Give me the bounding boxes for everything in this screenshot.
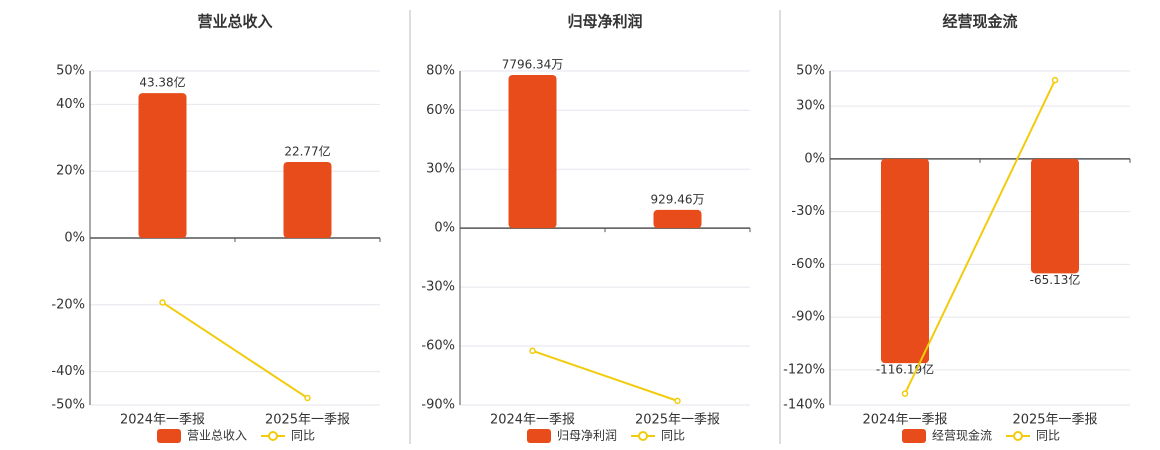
data-label: -65.13亿 bbox=[1030, 272, 1081, 287]
chart-title: 归母净利润 bbox=[567, 13, 642, 31]
y-tick-label: -90% bbox=[791, 310, 825, 325]
legend-swatch bbox=[527, 429, 551, 443]
bar bbox=[138, 93, 187, 238]
legend-label: 同比 bbox=[661, 429, 685, 443]
y-tick-label: -90% bbox=[421, 398, 455, 413]
line-point bbox=[674, 397, 681, 405]
y-tick-label: 40% bbox=[56, 97, 85, 112]
x-tick-label: 2025年一季报 bbox=[1012, 413, 1097, 428]
chart-title: 经营现金流 bbox=[942, 13, 1017, 31]
x-tick-label: 2024年一季报 bbox=[862, 413, 947, 428]
bar bbox=[283, 161, 332, 238]
y-tick-label: 50% bbox=[56, 64, 85, 79]
x-tick-label: 2024年一季报 bbox=[490, 413, 575, 428]
line-point bbox=[529, 347, 536, 355]
y-tick-label: -30% bbox=[791, 204, 825, 219]
y-tick-label: -20% bbox=[51, 297, 85, 312]
legend-swatch bbox=[1013, 431, 1024, 441]
y-tick-label: 30% bbox=[426, 162, 455, 177]
line-point bbox=[901, 390, 909, 397]
y-tick-label: -120% bbox=[783, 362, 825, 377]
y-tick-label: -50% bbox=[51, 398, 85, 413]
y-tick-label: 0% bbox=[804, 151, 825, 166]
data-label: 7796.34万 bbox=[502, 58, 564, 72]
bar bbox=[1031, 158, 1079, 274]
legend-swatch bbox=[638, 431, 649, 441]
bar bbox=[508, 75, 557, 229]
y-tick-label: -40% bbox=[51, 364, 85, 379]
line bbox=[904, 79, 1056, 395]
legend-swatch bbox=[157, 429, 181, 443]
line-point bbox=[159, 299, 166, 306]
legend-label: 同比 bbox=[1036, 429, 1060, 443]
y-tick-label: 80% bbox=[426, 64, 455, 79]
y-tick-label: 30% bbox=[796, 99, 825, 114]
y-tick-label: -60% bbox=[421, 339, 455, 354]
y-tick-label: 50% bbox=[796, 64, 825, 79]
chart-title: 营业总收入 bbox=[197, 13, 272, 31]
x-tick-label: 2025年一季报 bbox=[635, 413, 720, 428]
data-label: -116.19亿 bbox=[876, 362, 934, 377]
y-tick-label: 20% bbox=[56, 164, 85, 179]
data-label: 43.38亿 bbox=[139, 75, 185, 90]
legend-label: 经营现金流 bbox=[932, 428, 992, 443]
legend-swatch bbox=[902, 429, 926, 443]
bar bbox=[653, 209, 702, 229]
y-tick-label: -60% bbox=[791, 257, 825, 272]
data-label: 929.46万 bbox=[651, 192, 705, 206]
legend-label: 营业总收入 bbox=[187, 429, 247, 443]
y-tick-label: 60% bbox=[426, 103, 455, 118]
legend-label: 归母净利润 bbox=[557, 429, 617, 443]
bar bbox=[881, 158, 929, 364]
line bbox=[532, 349, 678, 402]
line bbox=[161, 301, 309, 399]
y-tick-label: -30% bbox=[421, 280, 455, 295]
x-tick-label: 2025年一季报 bbox=[265, 413, 350, 428]
y-tick-label: 0% bbox=[434, 221, 455, 236]
y-tick-label: 0% bbox=[64, 231, 85, 246]
legend-label: 同比 bbox=[291, 429, 315, 443]
line-point bbox=[304, 394, 311, 402]
data-label: 22.77亿 bbox=[284, 143, 330, 158]
x-tick-label: 2024年一季报 bbox=[120, 413, 205, 428]
legend-swatch bbox=[268, 431, 279, 441]
line-point bbox=[1051, 76, 1059, 84]
y-tick-label: -140% bbox=[783, 398, 825, 413]
